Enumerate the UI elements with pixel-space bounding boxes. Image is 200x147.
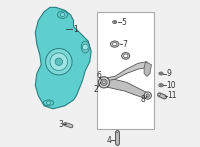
Text: 10: 10 [166, 81, 176, 90]
Circle shape [46, 49, 72, 75]
Circle shape [98, 77, 110, 88]
Circle shape [101, 79, 107, 86]
Ellipse shape [160, 85, 162, 86]
Text: 1: 1 [73, 25, 78, 34]
Text: 6: 6 [96, 71, 101, 80]
Text: 3: 3 [59, 120, 63, 129]
Ellipse shape [116, 131, 118, 132]
Ellipse shape [112, 42, 117, 46]
Circle shape [55, 58, 63, 65]
Polygon shape [35, 7, 91, 109]
Circle shape [47, 101, 50, 105]
Ellipse shape [159, 72, 163, 75]
Text: 5: 5 [122, 17, 127, 27]
Circle shape [60, 12, 65, 17]
Ellipse shape [158, 93, 160, 96]
Circle shape [102, 81, 105, 84]
Text: 8: 8 [141, 95, 146, 104]
Ellipse shape [43, 100, 54, 106]
Circle shape [146, 94, 149, 97]
Ellipse shape [57, 11, 68, 18]
Polygon shape [144, 62, 151, 76]
Ellipse shape [110, 41, 119, 47]
Ellipse shape [114, 21, 116, 23]
Ellipse shape [160, 73, 162, 74]
Text: 4: 4 [107, 136, 112, 145]
Bar [97, 12, 154, 129]
Polygon shape [106, 62, 147, 81]
Circle shape [82, 44, 88, 50]
Text: 2: 2 [94, 85, 98, 94]
Circle shape [144, 92, 151, 99]
Ellipse shape [81, 41, 89, 53]
Ellipse shape [113, 21, 117, 24]
Polygon shape [105, 78, 147, 98]
Ellipse shape [124, 54, 128, 58]
Text: 7: 7 [122, 40, 127, 49]
Ellipse shape [64, 123, 66, 125]
Circle shape [50, 53, 68, 71]
Ellipse shape [122, 53, 130, 59]
Text: 9: 9 [166, 69, 171, 78]
Ellipse shape [159, 84, 163, 87]
Text: 11: 11 [167, 91, 177, 100]
